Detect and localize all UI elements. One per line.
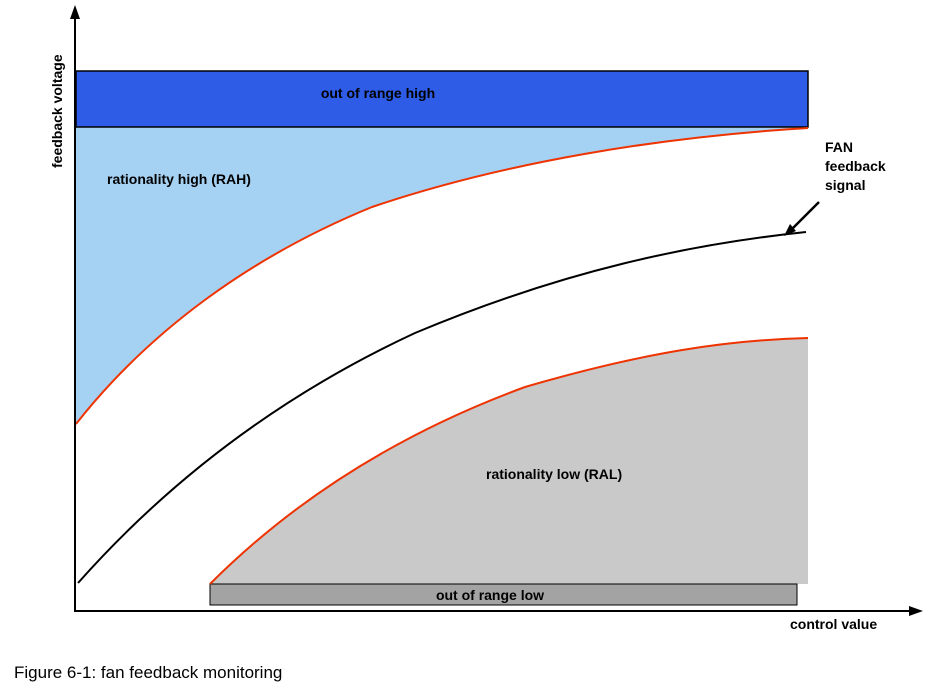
annotation-line-1: FAN [825, 139, 853, 155]
annotation-line-3: signal [825, 177, 865, 193]
rationality-high-region [76, 127, 808, 424]
rationality-high-label: rationality high (RAH) [107, 171, 251, 187]
out-of-range-low-label: out of range low [436, 587, 544, 603]
x-axis-arrow-icon [909, 606, 923, 616]
fan-feedback-signal-annotation: FAN feedback signal [825, 139, 886, 193]
y-axis-arrow-icon [70, 5, 80, 19]
figure-caption: Figure 6-1: fan feedback monitoring [14, 663, 282, 682]
rationality-low-label: rationality low (RAL) [486, 466, 622, 482]
x-axis-label: control value [790, 616, 877, 632]
annotation-arrow-head-icon [784, 224, 796, 236]
upper-limit-curve [75, 127, 809, 425]
y-axis-label: feedback voltage [49, 54, 65, 168]
annotation-line-2: feedback [825, 158, 886, 174]
out-of-range-low-bar [209, 583, 798, 606]
out-of-range-high-label: out of range high [321, 85, 435, 101]
rationality-low-region [210, 338, 808, 584]
out-of-range-high-band [75, 70, 809, 128]
lower-limit-curve [209, 337, 809, 585]
fan-feedback-signal-curve [77, 231, 807, 584]
annotation-arrow-line [792, 201, 820, 229]
